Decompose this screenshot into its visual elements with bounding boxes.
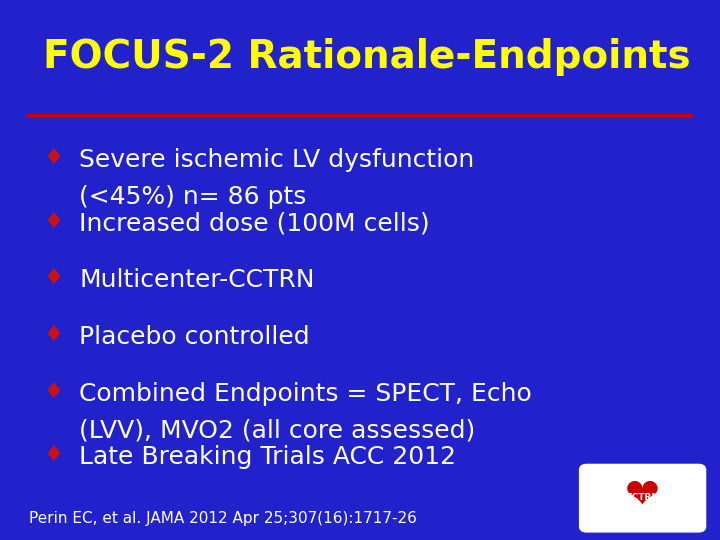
Text: ♦: ♦: [43, 268, 63, 288]
Text: FOCUS-2 Rationale-Endpoints: FOCUS-2 Rationale-Endpoints: [43, 38, 690, 76]
Text: Perin EC, et al. JAMA 2012 Apr 25;307(16):1717-26: Perin EC, et al. JAMA 2012 Apr 25;307(16…: [29, 511, 417, 526]
Text: Late Breaking Trials ACC 2012: Late Breaking Trials ACC 2012: [79, 445, 456, 469]
Text: ❤: ❤: [625, 475, 660, 516]
Text: ♦: ♦: [43, 212, 63, 232]
Text: Placebo controlled: Placebo controlled: [79, 325, 310, 349]
Text: Severe ischemic LV dysfunction: Severe ischemic LV dysfunction: [79, 148, 474, 172]
Text: CCTRN: CCTRN: [626, 492, 660, 502]
Text: ♦: ♦: [43, 382, 63, 402]
FancyBboxPatch shape: [580, 464, 706, 532]
Text: (<45%) n= 86 pts: (<45%) n= 86 pts: [79, 185, 307, 209]
Text: Increased dose (100M cells): Increased dose (100M cells): [79, 212, 430, 235]
Text: (LVV), MVO2 (all core assessed): (LVV), MVO2 (all core assessed): [79, 418, 475, 442]
Text: ♦: ♦: [43, 445, 63, 465]
Text: Combined Endpoints = SPECT, Echo: Combined Endpoints = SPECT, Echo: [79, 382, 532, 406]
Text: ♦: ♦: [43, 148, 63, 168]
Text: Multicenter-CCTRN: Multicenter-CCTRN: [79, 268, 315, 292]
Text: ♦: ♦: [43, 325, 63, 345]
